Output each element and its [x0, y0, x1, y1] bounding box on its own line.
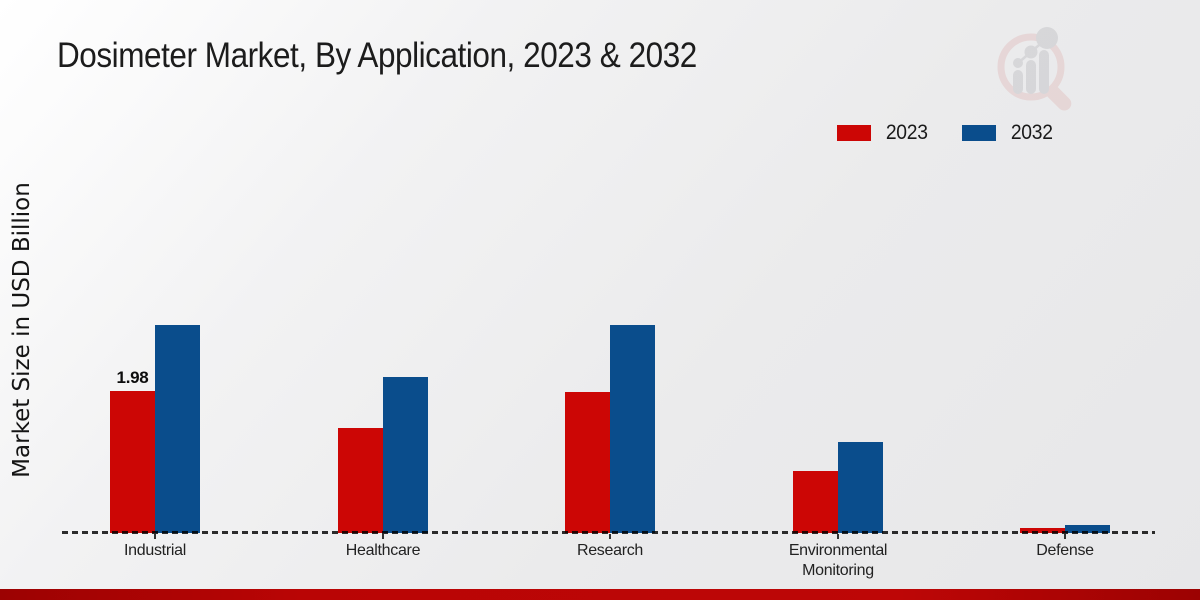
category-label-environmental-monitoring: Environmental Monitoring — [788, 542, 888, 579]
legend-item-2032: 2032 — [961, 121, 1055, 145]
bar-2032-industrial — [155, 325, 200, 533]
bar-2023-research — [565, 392, 610, 533]
bar-2032-research — [610, 325, 655, 533]
chart-title: Dosimeter Market, By Application, 2023 &… — [57, 36, 697, 75]
magnifier-bar-chart-logo-icon — [997, 27, 1072, 111]
x-axis-baseline — [62, 531, 1155, 534]
x-axis-tick-defense — [1064, 534, 1066, 539]
category-label-healthcare: Healthcare — [345, 542, 421, 559]
bar-2023-healthcare — [338, 428, 383, 533]
legend-label-2032: 2032 — [1010, 121, 1053, 144]
category-label-research: Research — [576, 542, 644, 559]
bar-2032-environmental-monitoring — [838, 442, 883, 533]
x-axis-tick-industrial — [154, 534, 156, 539]
legend-item-2023: 2023 — [837, 121, 930, 145]
x-axis-tick-healthcare — [382, 534, 384, 539]
x-axis-tick-environmental-monitoring — [837, 534, 839, 539]
legend-label-2023: 2023 — [885, 121, 928, 144]
category-label-industrial: Industrial — [124, 542, 186, 559]
bar-value-label: 1.98 — [116, 368, 149, 387]
footer-accent-bar — [0, 589, 1200, 600]
x-axis-tick-research — [609, 534, 611, 539]
bar-2023-industrial — [110, 391, 155, 533]
bar-2032-defense — [1065, 525, 1110, 533]
category-label-defense: Defense — [1036, 542, 1094, 559]
legend: 2023 2032 — [837, 121, 1054, 145]
legend-swatch-2023 — [837, 125, 871, 141]
legend-swatch-2032 — [961, 125, 996, 141]
bar-2023-environmental-monitoring — [793, 471, 838, 533]
bar-2023-defense — [1020, 528, 1065, 533]
bar-2032-healthcare — [383, 377, 428, 533]
